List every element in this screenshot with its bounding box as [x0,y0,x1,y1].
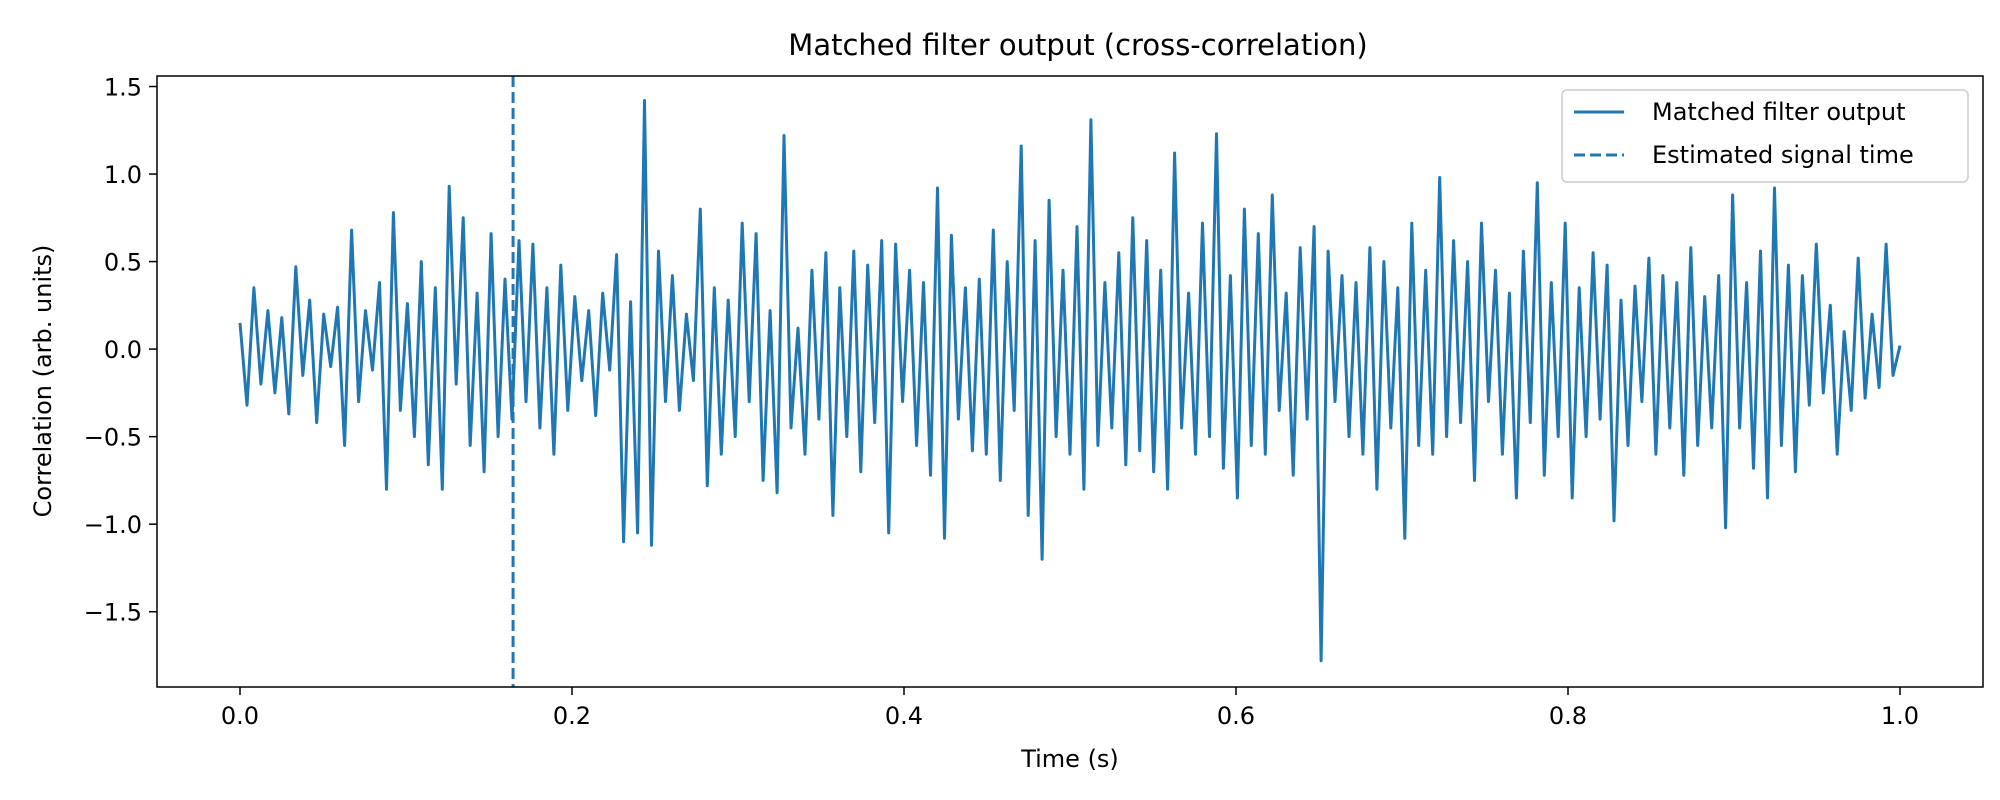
legend-box [1561,89,1969,183]
legend-label-estimated-signal-time: Estimated signal time [1652,141,1914,169]
y-tick-label: 1.5 [104,74,142,102]
y-tick-label: −0.5 [84,424,142,452]
x-tick-label: 0.8 [1549,702,1587,730]
chart-title: Matched filter output (cross-correlation… [788,28,1367,62]
y-tick-label: 0.0 [104,336,142,364]
legend-label-matched-filter-output: Matched filter output [1652,98,1905,126]
y-tick-label: 0.5 [104,249,142,277]
x-tick-label: 1.0 [1881,702,1919,730]
y-tick-label: −1.0 [84,511,142,539]
y-axis-ticks: −1.5 −1.0 −0.5 0.0 0.5 1.0 1.5 [84,74,157,627]
legend: Matched filter output Estimated signal t… [1561,89,1969,183]
series-line-matched-filter-output [238,99,1902,663]
x-axis-ticks: 0.0 0.2 0.4 0.6 0.8 1.0 [221,687,1919,730]
y-tick-label: 1.0 [104,161,142,189]
plot-area [238,76,1902,687]
x-axis-label: Time (s) [1020,745,1119,773]
plot-frame [156,75,1984,688]
y-axis-label: Correlation (arb. units) [29,245,57,518]
x-tick-label: 0.2 [553,702,591,730]
x-tick-label: 0.4 [885,702,923,730]
x-tick-label: 0.0 [221,702,259,730]
y-tick-label: −1.5 [84,599,142,627]
x-tick-label: 0.6 [1217,702,1255,730]
